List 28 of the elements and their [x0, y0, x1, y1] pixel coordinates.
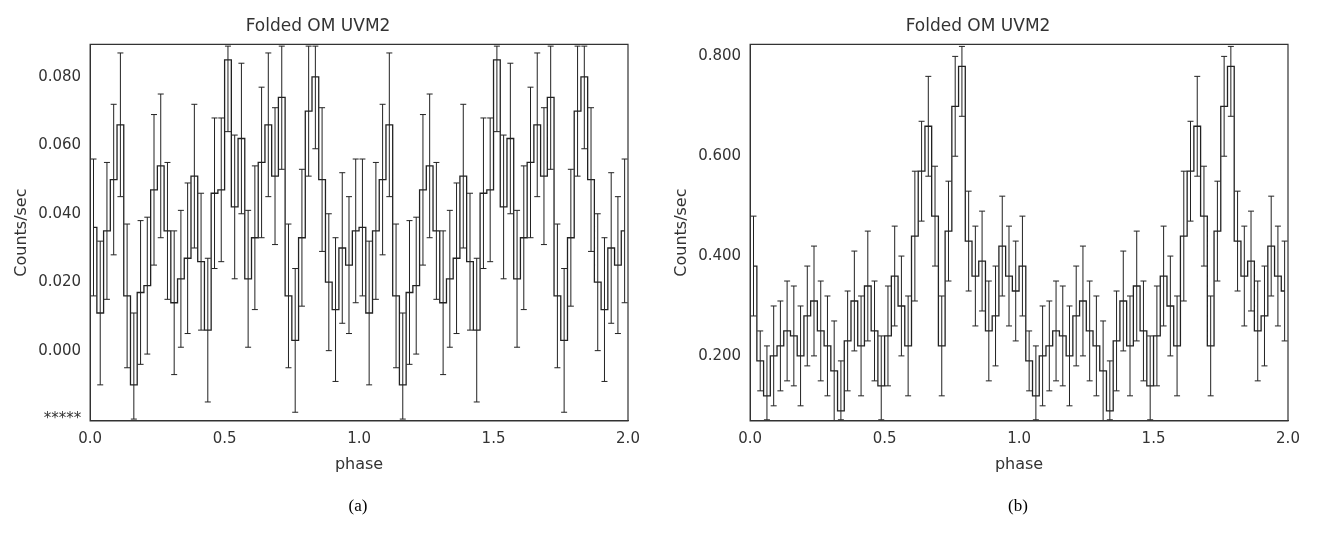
y-tick-label: 0.400: [698, 245, 742, 264]
text: (b): [1007, 496, 1029, 516]
y-axis-title: Counts/sec: [10, 188, 30, 277]
x-tick-label: 2.0: [616, 428, 640, 447]
chart-title: Folded OM UVM2: [245, 14, 391, 35]
y-tick-label: 0.020: [38, 272, 82, 291]
chart-title: Folded OM UVM2: [905, 14, 1051, 35]
x-tick-label: 1.0: [1007, 428, 1031, 447]
x-tick-label: 1.0: [347, 428, 371, 447]
x-axis-title: phase: [994, 453, 1044, 473]
y-tick-label: 0.060: [38, 135, 82, 154]
y-tick-label: 0.800: [698, 46, 742, 65]
y-tick-label: 0.600: [698, 146, 742, 165]
x-tick-label: 0.0: [738, 428, 763, 447]
y-tick-label: 0.040: [38, 203, 82, 222]
x-tick-label: 1.5: [481, 428, 506, 447]
y-tick-label: 0.000: [38, 340, 82, 359]
text: (a): [347, 496, 369, 516]
y-tick-label: 0.080: [38, 66, 82, 85]
x-axis-title: phase: [334, 453, 384, 473]
x-tick-label: 0.0: [78, 428, 103, 447]
x-tick-label: 0.5: [872, 428, 897, 447]
x-tick-label: 0.5: [212, 428, 237, 447]
x-tick-label: 1.5: [1141, 428, 1166, 447]
y-axis-title: Counts/sec: [670, 188, 690, 277]
y-tick-label: *****: [43, 408, 82, 427]
x-tick-label: 2.0: [1276, 428, 1300, 447]
y-tick-label: 0.200: [698, 345, 742, 364]
